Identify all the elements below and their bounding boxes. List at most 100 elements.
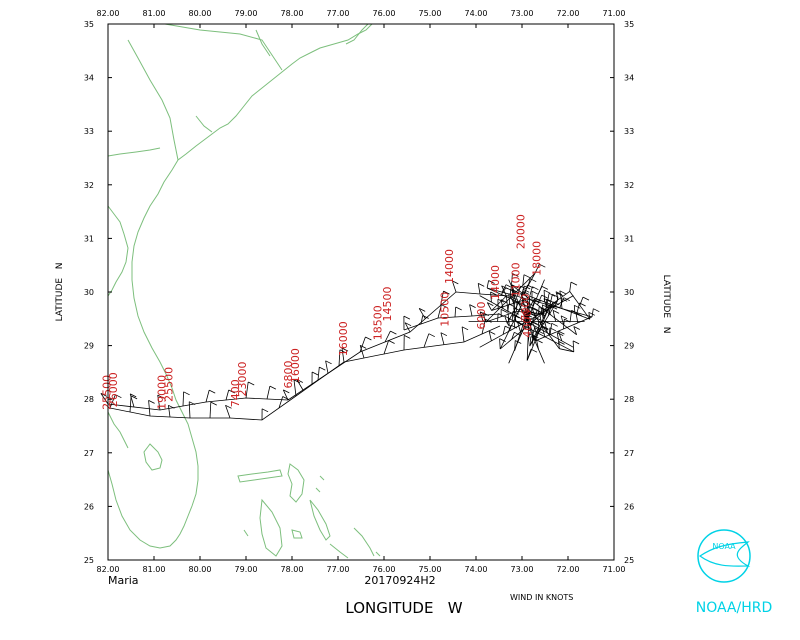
wind-barb-flag xyxy=(515,340,522,344)
wind-barb xyxy=(479,311,484,322)
wind-barb-flag xyxy=(115,394,122,399)
lon-tick-label-top: 81.00 xyxy=(143,9,166,18)
wind-barb-flag xyxy=(579,302,586,307)
bahamas-grand-bahama xyxy=(237,469,283,483)
wind-barb xyxy=(529,336,532,347)
wind-barb xyxy=(420,315,424,325)
wind-barb-flag xyxy=(228,389,235,394)
wind-barb xyxy=(560,315,564,325)
lon-tick-label-top: 75.00 xyxy=(419,9,442,18)
wind-barb-flag xyxy=(550,305,558,310)
wind-barb xyxy=(537,306,540,316)
wind-barb-flag xyxy=(441,304,448,309)
flight-track xyxy=(526,321,545,364)
flight-level-label: 10500 xyxy=(438,292,451,327)
wind-barb-flag xyxy=(168,404,175,409)
wind-barb xyxy=(511,273,513,285)
wind-barb-flag xyxy=(319,366,326,371)
wind-barb-flag xyxy=(189,401,196,406)
wind-barb-flag xyxy=(390,330,397,335)
lon-tick-label-top: 71.00 xyxy=(603,9,626,18)
florida-west-coast xyxy=(107,205,129,297)
wind-barb-flag xyxy=(552,310,560,314)
lon-tick-label-top: 78.00 xyxy=(281,9,304,18)
wind-units-note: WIND IN KNOTS xyxy=(510,593,573,602)
lat-tick-label-left: 31 xyxy=(84,234,94,243)
wind-barb-flag xyxy=(500,299,508,303)
plot-frame xyxy=(107,23,615,561)
wind-barb-flag xyxy=(225,404,232,409)
wind-barb-flag xyxy=(508,293,515,297)
wind-barb xyxy=(549,301,554,309)
wind-barb xyxy=(168,405,171,418)
wind-barb-flag xyxy=(539,306,546,310)
wind-barb xyxy=(486,302,492,311)
wind-barb xyxy=(545,299,548,311)
wind-barb xyxy=(225,389,230,401)
wind-barb-flag xyxy=(261,408,269,413)
wind-barb xyxy=(569,282,572,292)
bahamas-andros xyxy=(259,498,283,557)
wind-barb xyxy=(573,326,577,335)
us-east-coastline xyxy=(107,23,373,549)
wind-barb-flag xyxy=(523,274,531,279)
axis-tick-labels: 82.00 82.00 81.00 81.00 80.00 80.00 79.00 79.00… xyxy=(84,9,634,574)
wind-barb-flag xyxy=(360,345,367,349)
flight-track xyxy=(499,300,558,350)
wind-barb xyxy=(520,327,525,336)
org-name: NOAA/HRD xyxy=(696,600,773,616)
lon-tick-label-top: 76.00 xyxy=(373,9,396,18)
wind-barb xyxy=(536,339,539,350)
wind-barb xyxy=(549,323,553,335)
wind-barb xyxy=(510,296,515,304)
wind-barb xyxy=(517,321,521,333)
wind-barb xyxy=(245,381,249,399)
wind-barb-flag xyxy=(293,379,301,384)
wind-barb-flag xyxy=(542,304,549,309)
wind-barb xyxy=(563,319,565,329)
wind-barb-flag xyxy=(504,325,512,330)
flight-level-label: 26000 xyxy=(107,372,120,407)
wind-barb-flag xyxy=(532,321,539,326)
wind-barb xyxy=(282,389,289,401)
wind-barb xyxy=(558,330,563,342)
bahamas-abaco xyxy=(287,463,305,503)
wind-barb xyxy=(341,348,345,363)
wind-barb-flag xyxy=(560,297,568,302)
wind-barb xyxy=(486,280,489,289)
lat-tick-label-left: 29 xyxy=(84,342,94,351)
wind-barb xyxy=(532,327,536,336)
wind-barb xyxy=(500,299,504,309)
noaa-bird-icon xyxy=(698,541,751,567)
wind-barb-flag xyxy=(183,391,190,396)
wind-barb xyxy=(591,308,594,317)
wind-barb-flag xyxy=(531,290,539,295)
flight-level-label: 11000 xyxy=(510,262,523,297)
wind-barb-flag xyxy=(452,280,459,285)
wind-barb-flag xyxy=(539,263,546,268)
wind-barb-flag xyxy=(339,349,347,354)
wind-barb-flag xyxy=(478,283,485,287)
lon-tick-label-bottom: 76.00 xyxy=(373,565,396,574)
bahamas-eleuthera xyxy=(309,499,331,541)
wind-barb xyxy=(418,308,426,319)
wind-barb xyxy=(100,393,109,405)
wind-barb-flag xyxy=(522,291,529,295)
wind-barb xyxy=(543,290,546,303)
bahamas-new-providence xyxy=(291,529,303,539)
wind-barb xyxy=(552,310,556,322)
wind-barb xyxy=(293,379,297,397)
flight-track xyxy=(526,321,574,348)
wind-barb-flag xyxy=(542,325,549,330)
wind-barb xyxy=(497,313,499,322)
wind-barb-flag xyxy=(523,288,530,293)
wind-barb xyxy=(541,326,546,337)
state-border-sc-ga xyxy=(127,39,179,161)
wind-barb xyxy=(544,320,548,333)
wind-barb-flag xyxy=(514,331,521,336)
flight-tracks xyxy=(100,263,600,421)
wind-barb xyxy=(384,330,391,343)
wind-barb xyxy=(504,316,508,324)
